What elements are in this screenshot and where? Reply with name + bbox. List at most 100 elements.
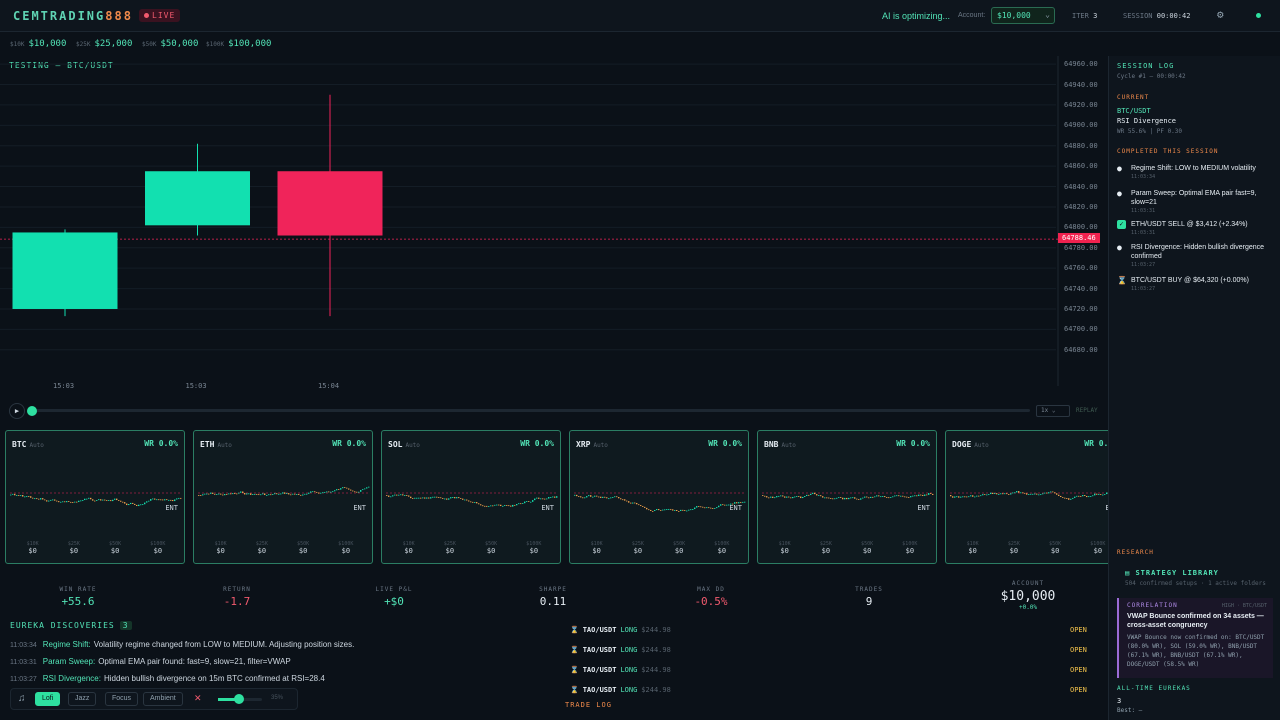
mini-candle bbox=[430, 497, 432, 499]
mini-candle bbox=[204, 493, 206, 495]
mini-candle bbox=[870, 496, 872, 498]
mini-candle bbox=[984, 494, 986, 496]
mini-candle bbox=[998, 494, 1000, 495]
mini-candle bbox=[102, 499, 104, 501]
mini-candle bbox=[530, 501, 532, 503]
card-level: $50K $0 bbox=[1049, 541, 1062, 555]
mini-candle bbox=[874, 496, 876, 498]
mini-candle bbox=[148, 500, 150, 502]
music-focus-button[interactable]: Focus bbox=[105, 692, 139, 706]
mini-candle bbox=[122, 501, 124, 503]
mini-candle bbox=[70, 501, 72, 503]
correlation-card[interactable]: CORRELATION HIGH · BTC/USDT VWAP Bounce … bbox=[1117, 598, 1273, 678]
asset-card-xrp[interactable]: XRP Auto WR 0.0% ENT $10K $0 $25K $0 $50K $0 $100K… bbox=[569, 430, 749, 564]
alltime-count: 3 bbox=[1117, 697, 1122, 705]
mini-candle bbox=[510, 505, 512, 507]
replay-track[interactable] bbox=[31, 409, 1030, 412]
trade-row[interactable]: ⌛ TAO/USDT LONG $244.98 bbox=[570, 666, 671, 674]
music-jazz-button[interactable]: Jazz bbox=[68, 692, 97, 706]
mini-candle bbox=[1050, 491, 1052, 493]
mini-candle bbox=[576, 494, 578, 497]
mini-candle bbox=[48, 500, 50, 502]
completed-item[interactable]: ● Param Sweep: Optimal EMA pair fast=9, s… bbox=[1117, 189, 1275, 214]
mini-candle bbox=[506, 505, 508, 506]
asset-card-eth[interactable]: ETH Auto WR 0.0% ENT $10K $0 $25K $0 $50K $0 $100K… bbox=[193, 430, 373, 564]
completed-item[interactable]: ⌛ BTC/USDT BUY @ $64,320 (+0.00%) 11:03:27 bbox=[1117, 276, 1275, 292]
completed-item[interactable]: ● Regime Shift: LOW to MEDIUM volatility 1… bbox=[1117, 164, 1275, 180]
mini-candle bbox=[266, 494, 268, 496]
trade-row[interactable]: ⌛ TAO/USDT LONG $244.98 bbox=[570, 686, 671, 694]
main-chart[interactable]: TESTING — BTC/USDT 64960.00 64940.00 64920… bbox=[0, 56, 1108, 396]
mini-candle bbox=[328, 491, 330, 493]
play-button[interactable]: ▶ bbox=[9, 403, 25, 419]
trade-row[interactable]: ⌛ TAO/USDT LONG $244.98 bbox=[570, 626, 671, 634]
mini-candle bbox=[852, 497, 854, 499]
mini-candle bbox=[522, 503, 524, 504]
mini-candle bbox=[144, 502, 146, 505]
mini-candle bbox=[12, 493, 14, 495]
mini-candle bbox=[484, 505, 486, 507]
mini-candle bbox=[356, 491, 358, 493]
card-level: $100K $0 bbox=[338, 541, 354, 555]
mini-candle bbox=[210, 492, 212, 494]
mini-candle bbox=[112, 499, 114, 502]
mini-candle bbox=[314, 491, 316, 493]
quick-account-50k[interactable]: $50K $50,000 bbox=[142, 39, 199, 49]
y-tick-label: 64740.00 bbox=[1064, 284, 1098, 293]
mini-candle bbox=[718, 505, 720, 508]
y-tick-label: 64780.00 bbox=[1064, 243, 1098, 252]
music-ambient-button[interactable]: Ambient bbox=[143, 692, 183, 706]
mini-candle bbox=[88, 497, 90, 499]
mini-candle bbox=[622, 499, 624, 501]
account-select[interactable]: $10,000 ⌄ bbox=[991, 7, 1055, 24]
mini-candle bbox=[262, 493, 264, 495]
mini-candle bbox=[620, 498, 622, 500]
completed-item[interactable]: ✓ ETH/USDT SELL @ $3,412 (+2.34%) 11:03:31 bbox=[1117, 220, 1275, 236]
mini-candle bbox=[84, 498, 86, 501]
mini-candle bbox=[20, 495, 22, 496]
eureka-row[interactable]: 11:03:34 Regime Shift: Volatility regime c… bbox=[10, 640, 355, 649]
volume-knob[interactable] bbox=[234, 694, 244, 704]
completed-item[interactable]: ● RSI Divergence: Hidden bullish divergen… bbox=[1117, 243, 1275, 268]
quick-account-10k[interactable]: $10K $10,000 bbox=[10, 39, 67, 49]
mini-candle bbox=[16, 495, 18, 496]
replay-label: REPLAY bbox=[1076, 407, 1098, 414]
asset-card-bnb[interactable]: BNB Auto WR 0.0% ENT $10K $0 $25K $0 $50K $0 $100K… bbox=[757, 430, 937, 564]
mini-candle bbox=[690, 509, 692, 511]
quick-account-100k[interactable]: $100K $100,000 bbox=[206, 39, 272, 49]
music-lofi-button[interactable]: Lofi bbox=[35, 692, 61, 706]
card-win-rate: WR 0.0% bbox=[332, 439, 366, 448]
mini-candle bbox=[86, 498, 88, 500]
mini-candle bbox=[614, 496, 616, 498]
mini-candle bbox=[256, 493, 258, 495]
mini-candle bbox=[420, 497, 422, 499]
robot-icon[interactable]: ⚙ bbox=[1217, 8, 1224, 21]
mini-candle bbox=[108, 500, 110, 501]
mini-candle bbox=[74, 501, 76, 503]
mini-chart bbox=[10, 492, 182, 507]
replay-knob[interactable] bbox=[27, 406, 37, 416]
mini-candle bbox=[402, 494, 404, 496]
mini-candle bbox=[146, 501, 148, 503]
asset-card-sol[interactable]: SOL Auto WR 0.0% ENT $10K $0 $25K $0 $50K $0 $100K… bbox=[381, 430, 561, 564]
asset-card-btc[interactable]: BTC Auto WR 0.0% ENT $10K $0 $25K $0 $50K $0 $100K… bbox=[5, 430, 185, 564]
trade-row[interactable]: ⌛ TAO/USDT LONG $244.98 bbox=[570, 646, 671, 654]
correlation-meta: HIGH · BTC/USDT bbox=[1221, 603, 1267, 609]
strategy-library-title[interactable]: ▤ STRATEGY LIBRARY bbox=[1125, 569, 1219, 577]
mini-candle bbox=[612, 497, 614, 498]
mini-candle bbox=[320, 492, 322, 494]
mini-candle bbox=[788, 496, 790, 498]
eureka-row[interactable]: 11:03:27 RSI Divergence: Hidden bullish di… bbox=[10, 674, 325, 683]
y-tick-label: 64760.00 bbox=[1064, 264, 1098, 273]
mini-candle bbox=[358, 491, 360, 493]
speed-select[interactable]: 1x ⌄ bbox=[1036, 405, 1070, 417]
eureka-row[interactable]: 11:03:31 Param Sweep: Optimal EMA pair fou… bbox=[10, 657, 291, 666]
mini-candle bbox=[916, 495, 918, 497]
mini-candle bbox=[906, 496, 908, 498]
mini-candle bbox=[90, 497, 92, 500]
quick-account-25k[interactable]: $25K $25,000 bbox=[76, 39, 133, 49]
mini-candle bbox=[292, 493, 294, 495]
mute-icon[interactable]: ✕ bbox=[194, 693, 202, 703]
mini-candle bbox=[36, 498, 38, 500]
